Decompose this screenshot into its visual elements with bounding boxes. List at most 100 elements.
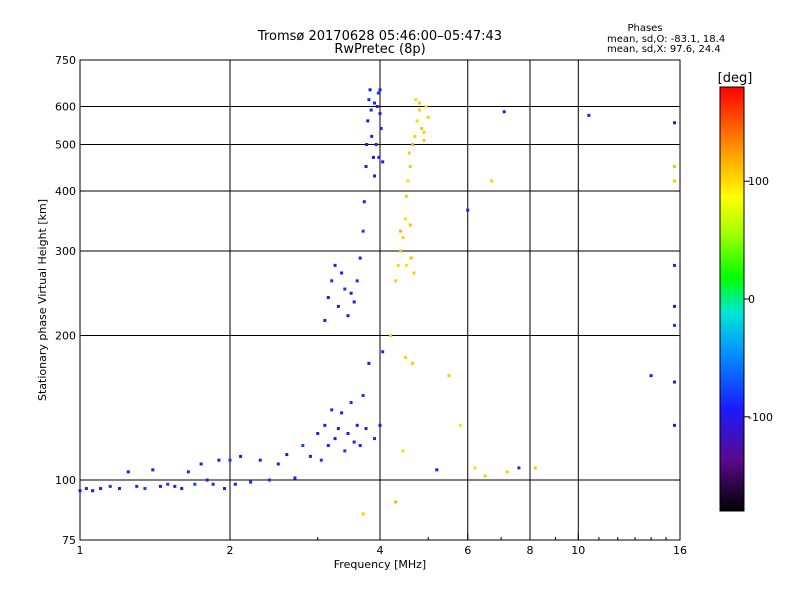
- data-point-o-mode: [371, 155, 375, 159]
- data-point-x-mode: [417, 101, 421, 105]
- data-point-o-mode: [375, 105, 379, 109]
- data-point-o-mode: [308, 454, 312, 458]
- x-tick-label: 2: [227, 544, 234, 557]
- data-point-o-mode: [336, 304, 340, 308]
- data-point-o-mode: [378, 112, 382, 116]
- data-point-o-mode: [352, 300, 356, 304]
- data-point-o-mode: [186, 470, 190, 474]
- data-point-x-mode: [406, 179, 410, 183]
- data-point-o-mode: [326, 444, 330, 448]
- data-point-x-mode: [399, 249, 403, 253]
- data-point-o-mode: [502, 110, 506, 114]
- data-point-o-mode: [376, 91, 380, 95]
- data-point-o-mode: [323, 318, 327, 322]
- data-point-o-mode: [366, 119, 370, 123]
- data-point-x-mode: [420, 126, 424, 130]
- data-point-o-mode: [367, 361, 371, 365]
- data-point-o-mode: [587, 113, 591, 117]
- data-point-o-mode: [78, 489, 82, 493]
- grid-lines: [80, 60, 680, 540]
- data-point-o-mode: [361, 229, 365, 233]
- data-point-x-mode: [401, 236, 405, 240]
- data-point-o-mode: [199, 462, 203, 466]
- data-point-o-mode: [340, 271, 344, 275]
- data-point-x-mode: [426, 115, 430, 119]
- data-point-o-mode: [673, 263, 677, 267]
- data-point-x-mode: [404, 194, 408, 198]
- data-point-o-mode: [379, 126, 383, 130]
- x-tick-label: 10: [571, 544, 585, 557]
- data-point-x-mode: [407, 151, 411, 155]
- data-point-x-mode: [396, 263, 400, 267]
- data-point-o-mode: [381, 160, 385, 164]
- data-point-x-mode: [505, 470, 509, 474]
- data-point-o-mode: [193, 482, 197, 486]
- data-point-x-mode: [411, 143, 415, 147]
- data-point-o-mode: [673, 304, 677, 308]
- data-point-o-mode: [349, 401, 353, 405]
- y-tick-label: 500: [55, 139, 76, 152]
- data-point-x-mode: [412, 271, 416, 275]
- data-point-x-mode: [447, 374, 451, 378]
- data-point-x-mode: [490, 179, 494, 183]
- x-tick-label: 6: [464, 544, 471, 557]
- data-point-o-mode: [673, 121, 677, 125]
- data-point-x-mode: [424, 105, 428, 109]
- data-point-o-mode: [330, 408, 334, 412]
- x-tick-label: 4: [377, 544, 384, 557]
- data-point-x-mode: [422, 138, 426, 142]
- data-point-o-mode: [343, 449, 347, 453]
- data-point-x-mode: [401, 449, 405, 453]
- data-point-o-mode: [377, 155, 381, 159]
- data-point-o-mode: [126, 470, 130, 474]
- data-point-o-mode: [166, 482, 170, 486]
- data-point-x-mode: [409, 256, 413, 260]
- data-point-o-mode: [368, 88, 372, 92]
- y-tick-label: 600: [55, 101, 76, 114]
- data-point-o-mode: [435, 468, 439, 472]
- data-point-o-mode: [233, 482, 237, 486]
- data-point-o-mode: [323, 423, 327, 427]
- data-point-o-mode: [673, 323, 677, 327]
- y-tick-label: 100: [55, 474, 76, 487]
- data-point-x-mode: [404, 263, 408, 267]
- data-point-o-mode: [301, 444, 305, 448]
- chart-title: Tromsø 20170628 05:46:00–05:47:43: [257, 29, 502, 44]
- data-point-o-mode: [293, 476, 297, 480]
- data-point-o-mode: [285, 453, 289, 457]
- colorbar: [719, 86, 745, 512]
- data-point-o-mode: [381, 350, 385, 354]
- data-point-x-mode: [394, 279, 398, 283]
- data-point-x-mode: [408, 223, 412, 227]
- x-axis-ticks: 1 2 4 6 8 10 16: [77, 534, 687, 557]
- data-point-o-mode: [349, 291, 353, 295]
- data-point-o-mode: [333, 263, 337, 267]
- data-point-o-mode: [673, 380, 677, 384]
- data-point-x-mode: [417, 108, 421, 112]
- data-point-o-mode: [180, 487, 184, 491]
- data-point-o-mode: [378, 88, 382, 92]
- data-point-o-mode: [352, 440, 356, 444]
- data-point-o-mode: [249, 480, 253, 484]
- data-point-o-mode: [228, 458, 232, 462]
- data-point-o-mode: [673, 423, 677, 427]
- data-point-x-mode: [413, 134, 417, 138]
- data-point-o-mode: [369, 108, 373, 112]
- data-point-x-mode: [422, 130, 426, 134]
- y-tick-label: 750: [55, 54, 76, 67]
- data-point-o-mode: [355, 279, 359, 283]
- data-point-x-mode: [408, 164, 412, 168]
- data-point-x-mode: [414, 98, 418, 102]
- data-point-o-mode: [143, 487, 147, 491]
- data-point-x-mode: [673, 179, 677, 183]
- data-point-o-mode: [117, 487, 121, 491]
- data-point-o-mode: [319, 458, 323, 462]
- data-point-o-mode: [239, 454, 243, 458]
- data-point-o-mode: [173, 484, 177, 488]
- data-point-o-mode: [365, 143, 369, 147]
- data-point-o-mode: [373, 101, 377, 105]
- data-point-o-mode: [373, 437, 377, 441]
- data-point-x-mode: [403, 355, 407, 359]
- data-point-o-mode: [108, 484, 112, 488]
